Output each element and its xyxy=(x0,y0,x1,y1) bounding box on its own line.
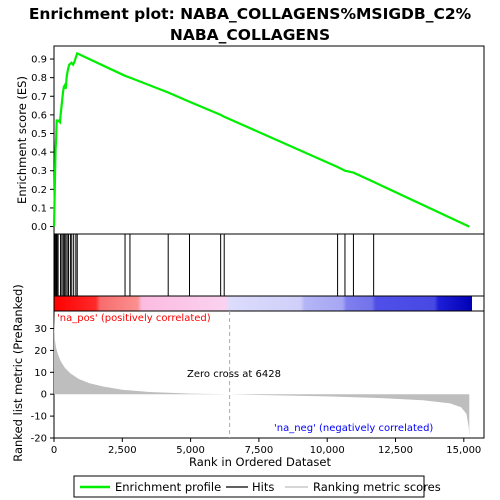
metric-x-ticks: 0 2,500 5,000 7,500 10,000 12,500 15,000 xyxy=(51,438,481,456)
x-tick-label: 5,000 xyxy=(176,445,205,456)
es-y-tick-label: 0.3 xyxy=(31,166,47,177)
x-tick-label: 12,500 xyxy=(378,445,413,456)
es-y-tick-label: 0.2 xyxy=(31,185,47,196)
es-y-tick-label: 0.9 xyxy=(31,55,47,66)
metric-panel-frame xyxy=(53,310,485,439)
es-y-tick-label: 0.1 xyxy=(31,203,47,214)
x-tick-label: 0 xyxy=(51,445,57,456)
hits-panel xyxy=(53,233,485,297)
es-y-tick-label: 0.7 xyxy=(31,92,47,103)
enrichment-profile-line xyxy=(52,51,470,228)
ranked-metric-panel: -20 -10 0 10 20 30 0 2,500 5,000 7,500 10,000 12,5… xyxy=(11,284,485,469)
es-y-axis-label: Enrichment score (ES) xyxy=(15,76,29,204)
x-tick-label: 10,000 xyxy=(310,445,345,456)
x-tick-label: 7,500 xyxy=(245,445,274,456)
metric-y-tick-label: -10 xyxy=(31,412,47,423)
es-panel: 0.0 0.1 0.2 0.3 0.4 0.5 0.6 0.7 0.8 0.9 Enrichmen… xyxy=(15,45,485,235)
es-panel-frame xyxy=(53,45,485,235)
metric-y-tick-label: 0 xyxy=(41,390,47,401)
metric-y-ticks: -20 -10 0 10 20 30 xyxy=(31,324,54,445)
metric-y-axis-label: Ranked list metric (PreRanked) xyxy=(11,284,25,462)
positive-correlation-label: 'na_pos' (positively correlated) xyxy=(57,313,211,324)
legend-label-ranking: Ranking metric scores xyxy=(313,480,441,494)
legend-box xyxy=(73,475,425,498)
es-y-tick-label: 0.0 xyxy=(31,222,47,233)
zero-cross-label: Zero cross at 6428 xyxy=(187,369,281,380)
plot-title-line2: NABA_COLLAGENS xyxy=(170,26,330,44)
es-y-tick-label: 0.5 xyxy=(31,129,47,140)
plot-title-line1: Enrichment plot: NABA_COLLAGENS%MSIGDB_C… xyxy=(29,5,472,23)
negative-correlation-label: 'na_neg' (negatively correlated) xyxy=(274,423,433,434)
x-axis-label: Rank in Ordered Dataset xyxy=(189,455,332,469)
x-tick-label: 15,000 xyxy=(446,445,481,456)
legend-label-enrichment: Enrichment profile xyxy=(115,480,221,494)
ranking-color-strip xyxy=(54,296,472,311)
legend: Enrichment profile Hits Ranking metric s… xyxy=(73,475,441,498)
es-y-tick-label: 0.6 xyxy=(31,110,47,121)
es-y-tick-label: 0.8 xyxy=(31,73,47,84)
ranking-gradient-bar xyxy=(53,295,485,312)
x-tick-label: 2,500 xyxy=(108,445,137,456)
es-y-ticks: 0.0 0.1 0.2 0.3 0.4 0.5 0.6 0.7 0.8 0.9 xyxy=(31,55,54,233)
metric-y-tick-label: 10 xyxy=(34,368,47,379)
hit-marks xyxy=(53,234,375,296)
metric-y-tick-label: 30 xyxy=(34,324,47,335)
hits-panel-frame xyxy=(53,233,485,297)
legend-label-hits: Hits xyxy=(252,480,274,494)
metric-y-tick-label: -20 xyxy=(31,434,47,445)
metric-y-tick-label: 20 xyxy=(34,346,47,357)
es-y-tick-label: 0.4 xyxy=(31,148,47,159)
